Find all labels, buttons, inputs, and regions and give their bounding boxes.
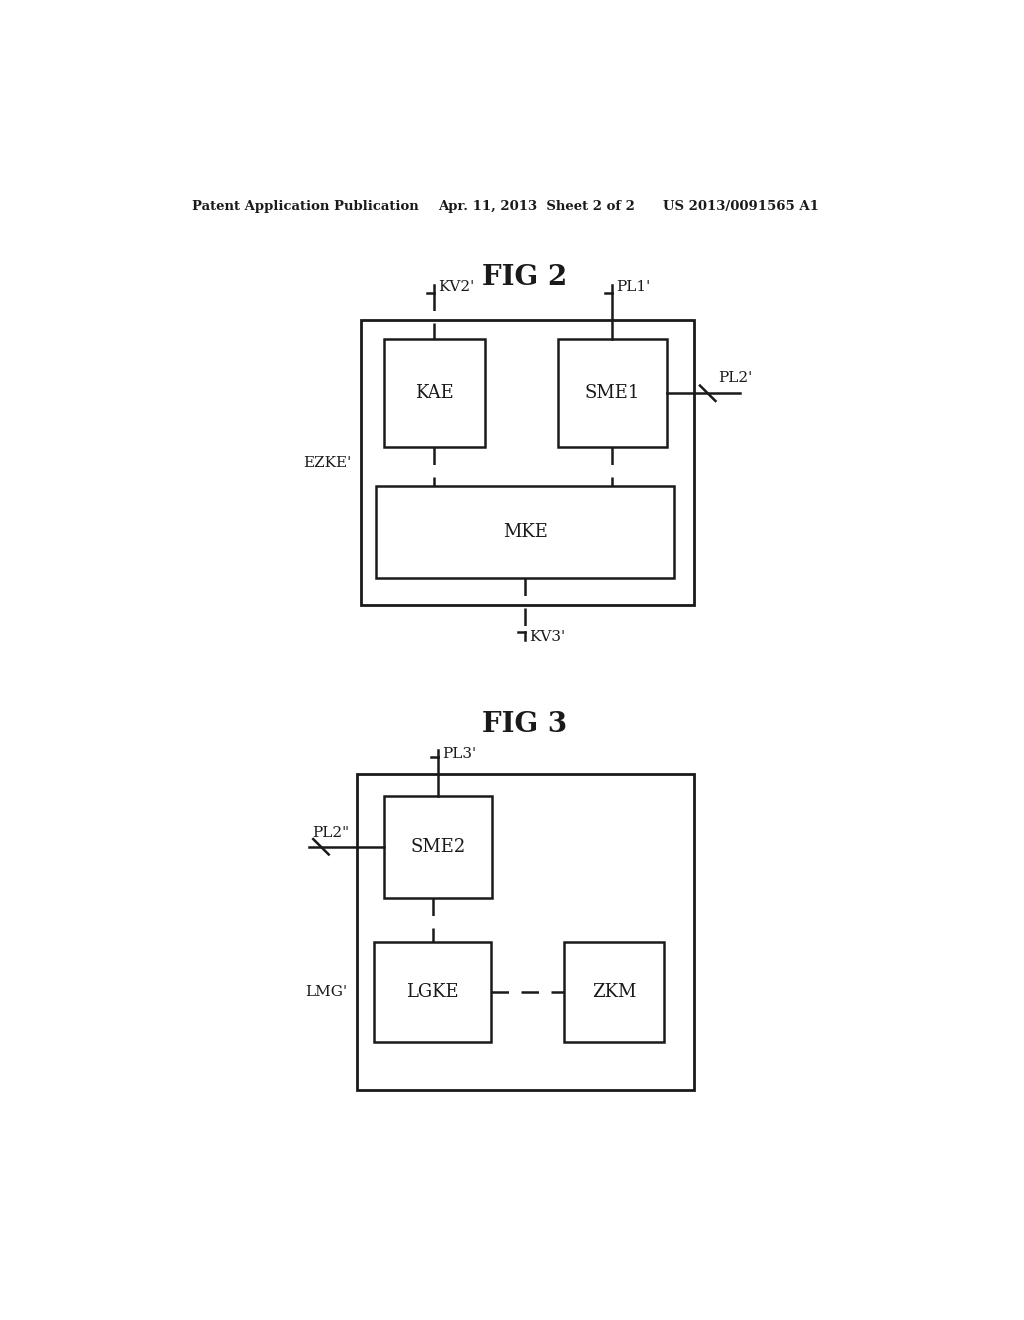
Bar: [384, 339, 484, 447]
Text: PL2': PL2': [719, 371, 753, 385]
Text: Apr. 11, 2013  Sheet 2 of 2: Apr. 11, 2013 Sheet 2 of 2: [438, 199, 635, 213]
Text: EZKE': EZKE': [303, 455, 351, 470]
Text: SME2: SME2: [411, 838, 466, 855]
Bar: [376, 486, 675, 578]
Bar: [384, 796, 493, 898]
Text: LMG': LMG': [305, 985, 347, 999]
Text: KAE: KAE: [415, 384, 454, 403]
Text: FIG 2: FIG 2: [482, 264, 567, 292]
Text: SME1: SME1: [585, 384, 640, 403]
Text: FIG 3: FIG 3: [482, 711, 567, 738]
Text: PL3': PL3': [442, 747, 476, 762]
Text: US 2013/0091565 A1: US 2013/0091565 A1: [663, 199, 818, 213]
Text: Patent Application Publication: Patent Application Publication: [191, 199, 418, 213]
Text: ZKM: ZKM: [592, 983, 636, 1002]
Bar: [558, 339, 667, 447]
Text: KV2': KV2': [438, 280, 474, 294]
Text: PL2": PL2": [312, 826, 349, 840]
Text: MKE: MKE: [503, 523, 548, 541]
Bar: [360, 321, 693, 605]
Text: LGKE: LGKE: [407, 983, 459, 1002]
Bar: [563, 942, 665, 1043]
Text: KV3': KV3': [529, 631, 565, 644]
Bar: [356, 775, 693, 1090]
Bar: [375, 942, 490, 1043]
Text: PL1': PL1': [616, 280, 650, 294]
